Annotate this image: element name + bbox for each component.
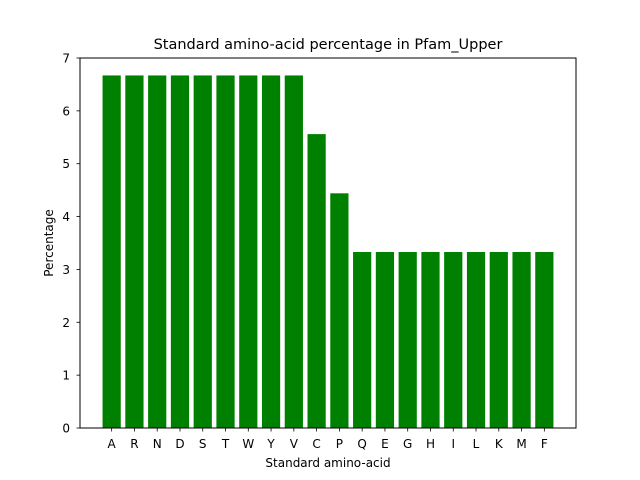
- bar-N: [148, 75, 167, 428]
- bar-H: [421, 251, 440, 428]
- axes-frame: [79, 57, 577, 429]
- x-tick-label: V: [290, 437, 299, 451]
- x-tick-label: K: [495, 437, 504, 451]
- bar-V: [284, 75, 303, 428]
- y-tick-label: 4: [62, 210, 70, 224]
- y-axis: 0 1 2 3 4 5 6 7: [62, 52, 80, 436]
- x-tick-label: T: [221, 437, 230, 451]
- y-axis-label: Percentage: [42, 209, 56, 277]
- x-tick-label: L: [473, 437, 480, 451]
- x-tick-label: W: [242, 437, 254, 451]
- y-tick-label: 7: [62, 52, 70, 66]
- x-tick-label: H: [426, 437, 435, 451]
- y-tick-label: 0: [62, 422, 70, 436]
- bar-R: [125, 75, 144, 428]
- chart-title: Standard amino-acid percentage in Pfam_U…: [154, 37, 503, 53]
- bar-L: [466, 251, 486, 428]
- x-tick-label: I: [451, 437, 455, 451]
- bar-G: [398, 251, 417, 428]
- bars-layer: [102, 75, 554, 428]
- bar-Y: [261, 75, 281, 428]
- x-tick-label: G: [403, 437, 412, 451]
- x-tick-label: E: [381, 437, 389, 451]
- bar-W: [239, 75, 258, 428]
- y-tick-label: 3: [62, 263, 70, 277]
- bar-Q: [353, 251, 372, 428]
- x-tick-label: F: [541, 437, 548, 451]
- x-tick-label: Q: [357, 437, 366, 451]
- bar-S: [193, 75, 212, 428]
- y-tick-label: 5: [62, 157, 70, 171]
- y-tick-label: 2: [62, 316, 70, 330]
- y-tick-label: 1: [62, 369, 70, 383]
- x-tick-label: P: [336, 437, 343, 451]
- bar-K: [489, 251, 508, 428]
- bar-C: [307, 134, 326, 428]
- bar-I: [444, 251, 463, 428]
- bar-F: [535, 251, 554, 428]
- x-tick-label: A: [108, 437, 117, 451]
- bar-M: [512, 251, 531, 428]
- bar-A: [102, 75, 121, 428]
- bar-D: [170, 75, 190, 428]
- x-tick-label: M: [516, 437, 526, 451]
- bar-E: [375, 251, 395, 428]
- x-tick-label: C: [312, 437, 320, 451]
- bar-T: [216, 75, 235, 428]
- x-axis-label: Standard amino-acid: [265, 456, 390, 470]
- y-tick-label: 6: [62, 104, 70, 118]
- x-tick-label: S: [199, 437, 207, 451]
- x-tick-label: R: [130, 437, 138, 451]
- x-tick-label: N: [153, 437, 162, 451]
- bar-P: [330, 193, 349, 428]
- x-tick-label: D: [175, 437, 184, 451]
- x-tick-label: Y: [266, 437, 275, 451]
